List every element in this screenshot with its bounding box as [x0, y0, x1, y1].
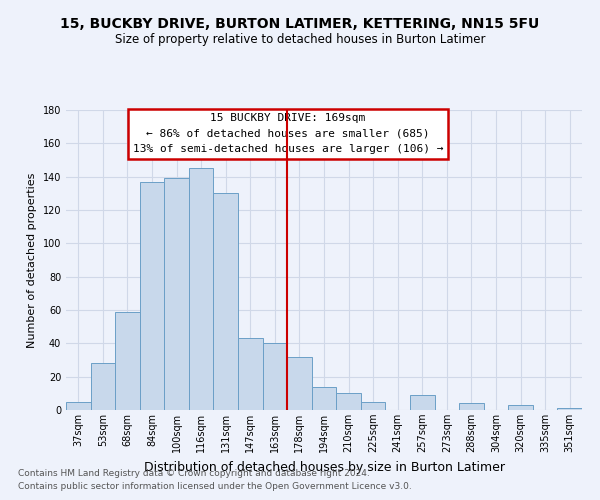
X-axis label: Distribution of detached houses by size in Burton Latimer: Distribution of detached houses by size …	[143, 460, 505, 473]
Bar	[115, 312, 140, 410]
Bar	[508, 405, 533, 410]
Bar	[140, 182, 164, 410]
Text: 15 BUCKBY DRIVE: 169sqm
← 86% of detached houses are smaller (685)
13% of semi-d: 15 BUCKBY DRIVE: 169sqm ← 86% of detache…	[133, 113, 443, 154]
Bar	[66, 402, 91, 410]
Bar	[91, 364, 115, 410]
Text: Contains HM Land Registry data © Crown copyright and database right 2024.: Contains HM Land Registry data © Crown c…	[18, 468, 370, 477]
Bar	[459, 404, 484, 410]
Bar	[312, 386, 336, 410]
Bar	[238, 338, 263, 410]
Bar	[263, 344, 287, 410]
Bar	[214, 194, 238, 410]
Bar	[557, 408, 582, 410]
Bar	[164, 178, 189, 410]
Bar	[287, 356, 312, 410]
Text: Size of property relative to detached houses in Burton Latimer: Size of property relative to detached ho…	[115, 32, 485, 46]
Y-axis label: Number of detached properties: Number of detached properties	[27, 172, 37, 348]
Bar	[189, 168, 214, 410]
Bar	[336, 394, 361, 410]
Bar	[361, 402, 385, 410]
Text: 15, BUCKBY DRIVE, BURTON LATIMER, KETTERING, NN15 5FU: 15, BUCKBY DRIVE, BURTON LATIMER, KETTER…	[61, 18, 539, 32]
Text: Contains public sector information licensed under the Open Government Licence v3: Contains public sector information licen…	[18, 482, 412, 491]
Bar	[410, 395, 434, 410]
